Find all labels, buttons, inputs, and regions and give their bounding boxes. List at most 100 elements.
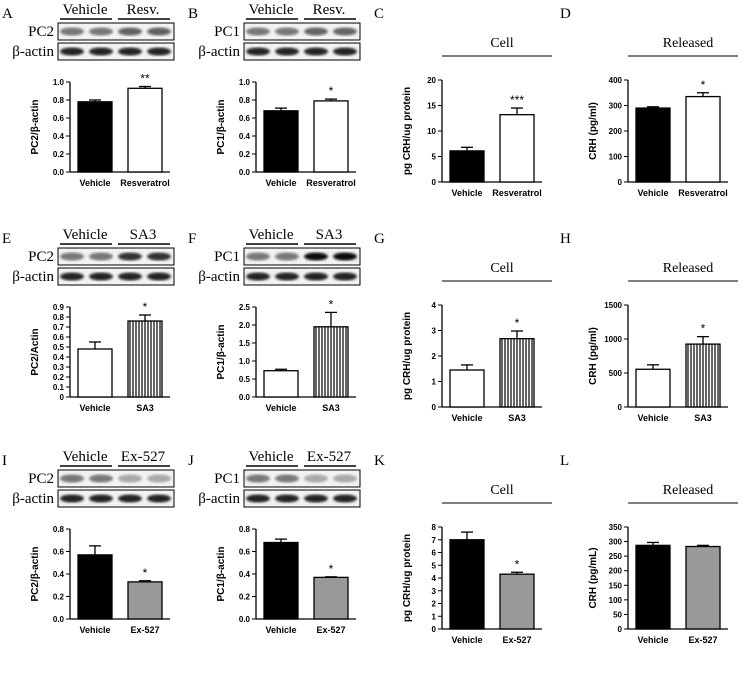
bar [685, 545, 721, 630]
blot-label: β-actin [198, 269, 240, 285]
group-label: Vehicle [63, 449, 108, 465]
bar [635, 107, 671, 183]
x-tick-label: Resveratrol [120, 178, 170, 188]
x-tick-label: Vehicle [637, 413, 668, 423]
blot-band [304, 47, 328, 56]
y-tick-label: 0.8 [53, 525, 65, 534]
group-label: SA3 [130, 227, 157, 243]
panel-title: Cell [490, 483, 513, 498]
blot-band [333, 494, 357, 503]
y-tick-label: 0 [618, 625, 623, 634]
blot-band [118, 494, 142, 503]
y-tick-label: 0.6 [239, 114, 251, 123]
x-tick-label: Vehicle [265, 625, 296, 635]
blot-band [246, 494, 270, 503]
bar [77, 554, 113, 620]
panel-letter: F [188, 231, 196, 247]
significance: * [515, 557, 520, 571]
y-tick-label: 150 [609, 581, 623, 590]
blot-band [118, 272, 142, 281]
group-label: Vehicle [63, 227, 108, 243]
x-tick-label: Vehicle [637, 188, 668, 198]
y-tick-label: 1500 [604, 301, 622, 310]
y-axis-label: pg CRH/ug protein [402, 534, 413, 622]
y-axis-label: PC2/β-actin [30, 99, 41, 154]
panel-letter: D [560, 6, 571, 22]
panel-letter: J [188, 453, 194, 469]
x-tick-label: SA3 [694, 413, 712, 423]
y-tick-label: 0.0 [239, 393, 251, 402]
blot-band [147, 272, 171, 281]
y-tick-label: 0.6 [53, 114, 65, 123]
bar [127, 320, 163, 398]
blot-label: PC2 [28, 471, 54, 487]
panel-title: Released [663, 483, 714, 498]
y-tick-label: 8 [432, 523, 437, 532]
blot-strip [57, 22, 175, 41]
group-label: Ex-527 [307, 449, 352, 465]
panel-title: Cell [490, 261, 513, 276]
y-tick-label: 0.0 [53, 168, 65, 177]
y-tick-label: 1.0 [239, 78, 251, 87]
x-tick-label: Vehicle [451, 188, 482, 198]
bar [313, 576, 349, 620]
significance: * [143, 566, 148, 580]
y-tick-label: 0.3 [53, 363, 65, 372]
x-tick-label: Vehicle [79, 178, 110, 188]
panel-letter: C [374, 6, 384, 22]
y-tick-label: 500 [609, 369, 623, 378]
y-tick-label: 0.6 [53, 548, 65, 557]
y-tick-label: 0.0 [239, 168, 251, 177]
blot-strip [243, 489, 361, 508]
panel-letter: E [2, 231, 11, 247]
panel: L Released 0 50 100 150 200 250 300 350 CRH (pg/mL… [560, 453, 738, 645]
y-tick-label: 0.2 [53, 593, 65, 602]
y-tick-label: 2.0 [239, 321, 251, 330]
blot-label: PC1 [214, 24, 240, 40]
y-tick-label: 0.4 [53, 570, 65, 579]
bar [127, 87, 163, 173]
bar [313, 326, 349, 398]
y-axis-label: pg CRH/ug protein [402, 312, 413, 400]
y-tick-label: 2 [432, 352, 437, 361]
significance: * [143, 300, 148, 314]
y-tick-label: 0.2 [53, 373, 65, 382]
bar [313, 100, 349, 173]
blot-band [118, 47, 142, 56]
blot-strip [243, 469, 361, 488]
bar [449, 539, 485, 630]
x-tick-label: Ex-527 [688, 635, 717, 645]
x-tick-label: Vehicle [637, 635, 668, 645]
y-tick-label: 1000 [604, 335, 622, 344]
blot-band [246, 47, 270, 56]
y-axis-label: PC1/β-actin [216, 546, 227, 601]
blot-label: β-actin [198, 44, 240, 60]
y-tick-label: 0.1 [53, 383, 65, 392]
y-tick-label: 0.6 [53, 333, 65, 342]
y-tick-label: 0 [432, 403, 437, 412]
y-tick-label: 4 [432, 301, 437, 310]
y-axis-label: CRH (pg/mL) [588, 547, 599, 608]
blot-band [60, 272, 84, 281]
blot-band [246, 272, 270, 281]
y-tick-label: 0.8 [53, 96, 65, 105]
panel: F Vehicle SA3 PC1 β-actin 0.0 0.5 1.0 1.5 2.0 2.5 P… [188, 227, 361, 413]
x-tick-label: Vehicle [451, 413, 482, 423]
y-tick-label: 350 [609, 523, 623, 532]
blot-strip [243, 42, 361, 61]
y-tick-label: 0.5 [53, 343, 65, 352]
y-tick-label: 4 [432, 574, 437, 583]
panel-letter: H [560, 231, 571, 247]
y-tick-label: 0.6 [239, 548, 251, 557]
blot-band [118, 252, 142, 261]
blot-band [147, 474, 171, 483]
blot-band [304, 27, 328, 36]
x-tick-label: Ex-527 [316, 625, 345, 635]
y-tick-label: 7 [432, 536, 437, 545]
blot-label: PC1 [214, 249, 240, 265]
panel-letter: B [188, 6, 198, 22]
blot-band [333, 47, 357, 56]
y-tick-label: 0.7 [53, 323, 65, 332]
y-tick-label: 0.4 [239, 132, 251, 141]
bar [449, 150, 485, 183]
